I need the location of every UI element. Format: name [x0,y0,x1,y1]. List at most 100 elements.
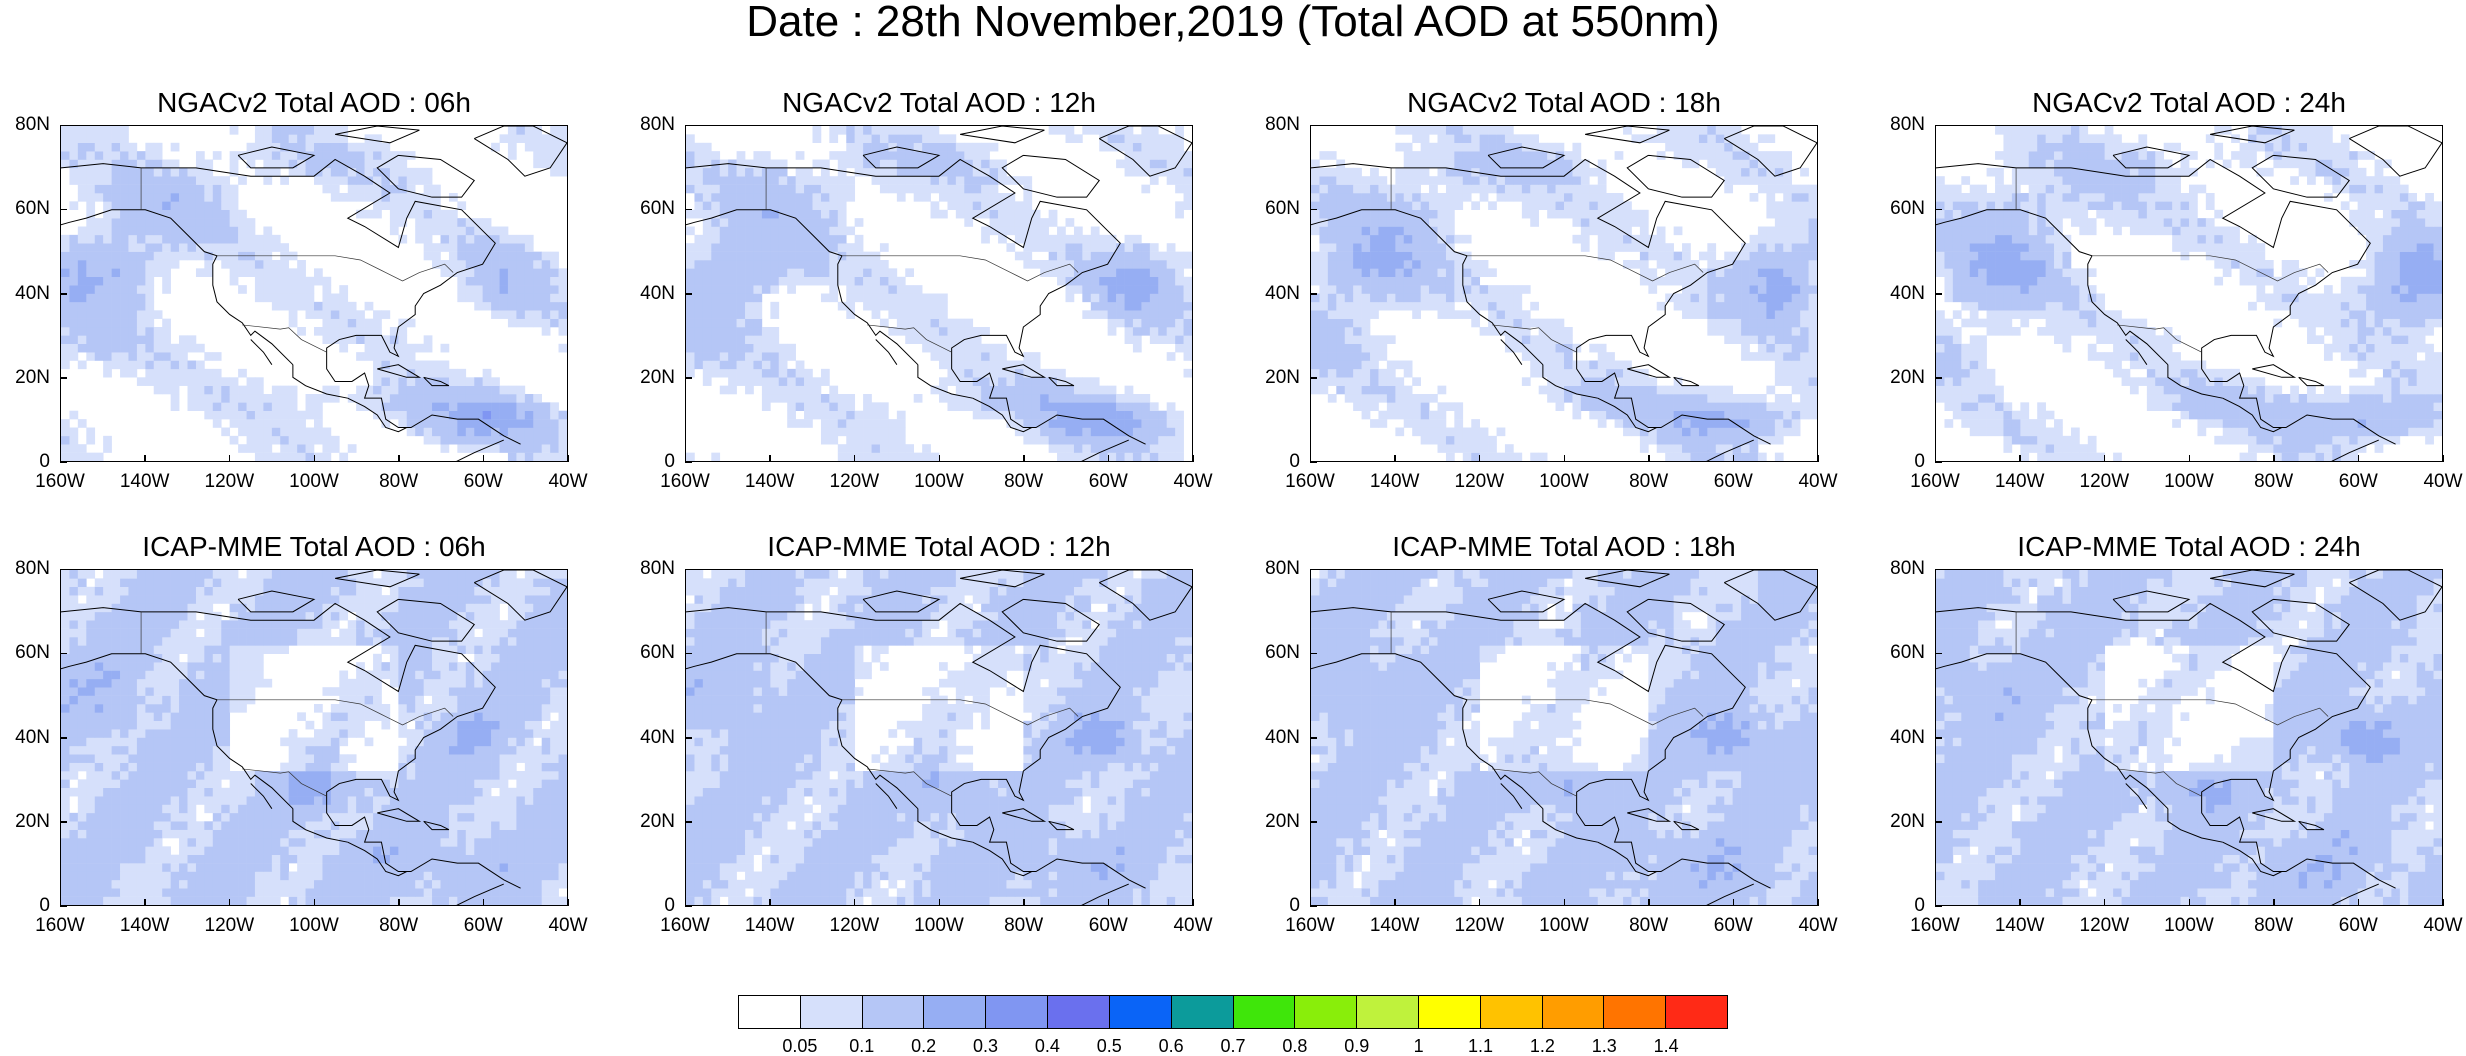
coastline [862,590,941,613]
lon-tick-label: 80W [379,471,419,492]
lon-tick [2019,899,2021,906]
lon-tick-label: 100W [1539,915,1589,936]
lat-tick [1310,821,1317,823]
panel-title: NGACv2 Total AOD : 06h [157,87,471,118]
lon-tick [1648,899,1650,906]
country-border [1466,255,1704,282]
country-border [867,768,952,797]
colorbar-level-label: 0.4 [1034,1036,1060,1056]
coastline [292,808,348,843]
colorbar-level-label: 0.6 [1158,1036,1184,1056]
lat-tick [1310,568,1317,570]
coastline [2222,841,2282,877]
coastline [2331,439,2379,461]
lon-tick [567,899,569,906]
coastline [2298,376,2325,387]
lon-tick-label: 140W [1994,915,2045,936]
coastline [335,570,420,588]
lon-tick [1648,455,1650,462]
lon-tick [482,455,485,462]
colorbar-bin [1604,996,1667,1028]
coastline [1311,653,1544,810]
lon-tick [59,455,61,462]
main-title: Date : 28th November,2019 (Total AOD at … [746,0,1720,46]
coastline [237,146,316,169]
lat-tick-label: 40N [15,282,50,304]
colorbar-bin [1048,996,1110,1028]
lon-tick-label: 120W [2079,915,2130,936]
coastline [917,364,973,399]
lon-tick-label: 60W [2338,915,2378,936]
coastline [2349,570,2442,621]
country-border [2117,324,2202,353]
colorbar-level-label: 0.05 [782,1036,818,1056]
lat-tick [60,905,67,907]
lon-tick [2103,455,2106,462]
lat-tick [685,377,692,379]
lon-tick-label: 100W [289,915,339,936]
lat-tick [1935,124,1942,126]
country-border [2091,699,2329,726]
aod-cells [61,126,567,461]
map-panel-ngac-06: NGACv2 Total AOD : 06h 80N 60N 40N 20N 0 160W 1… [0,88,587,568]
colorbar-bin [800,996,863,1028]
coastline [960,126,1045,144]
coastline [250,339,273,365]
lon-tick-label: 120W [2079,471,2130,492]
lon-tick-label: 80W [379,915,419,936]
lat-tick-label: 80N [15,114,50,135]
colorbar-level-label: 0.8 [1282,1036,1308,1056]
lon-tick [398,899,400,906]
lon-tick [684,455,686,462]
coastline [2210,126,2295,144]
lat-tick-label: 20N [640,366,675,388]
aod-cells [1311,570,1817,905]
lon-tick [769,455,771,462]
aod-field-svg [686,126,1192,461]
lat-tick-label: 20N [15,366,50,388]
coastline [2298,820,2325,831]
lon-tick-label: 80W [1629,915,1669,936]
lon-tick-label: 80W [1004,471,1044,492]
lat-tick [1935,568,1942,570]
lon-tick-label: 160W [35,915,85,936]
colorbar-bin [1357,996,1419,1028]
coastline [1002,808,1047,822]
lon-tick [853,455,856,462]
lat-tick-label: 80N [1890,558,1925,579]
colorbar-bin [1295,996,1358,1028]
colorbar-bin [739,996,801,1028]
country-border [216,699,454,726]
coastline [1936,209,2169,366]
lon-tick [567,455,569,462]
lon-tick-label: 60W [1088,915,1128,936]
lon-tick-label: 160W [660,915,710,936]
lat-tick-label: 40N [1890,282,1925,304]
lat-tick-label: 40N [1890,726,1925,748]
lon-tick [684,899,686,906]
lon-tick-label: 40W [548,471,588,492]
coastline [1099,570,1192,621]
map-panel-icap-06: ICAP-MME Total AOD : 06h 80N 60N 40N 20N 0 160… [0,532,587,1012]
country-border [867,324,952,353]
lat-tick-label: 60N [15,198,50,220]
lat-tick [685,821,692,823]
lon-tick [1023,899,1025,906]
lon-tick [1732,455,1735,462]
lat-tick-label: 60N [1265,642,1300,664]
coastline [423,820,450,831]
aod-cells [1936,126,2442,461]
coastline [1936,158,2396,445]
aod-map [60,569,568,906]
lat-tick [685,124,692,126]
lat-tick [685,208,692,211]
lon-tick-label: 60W [1713,471,1753,492]
coastline [1081,883,1129,905]
coastline [423,376,450,387]
country-border [1466,699,1704,726]
lat-tick-label: 60N [15,642,50,664]
coastline [1724,570,1817,621]
country-border [841,255,1079,282]
lon-tick-label: 120W [204,471,255,492]
lat-tick-label: 20N [1265,366,1300,388]
